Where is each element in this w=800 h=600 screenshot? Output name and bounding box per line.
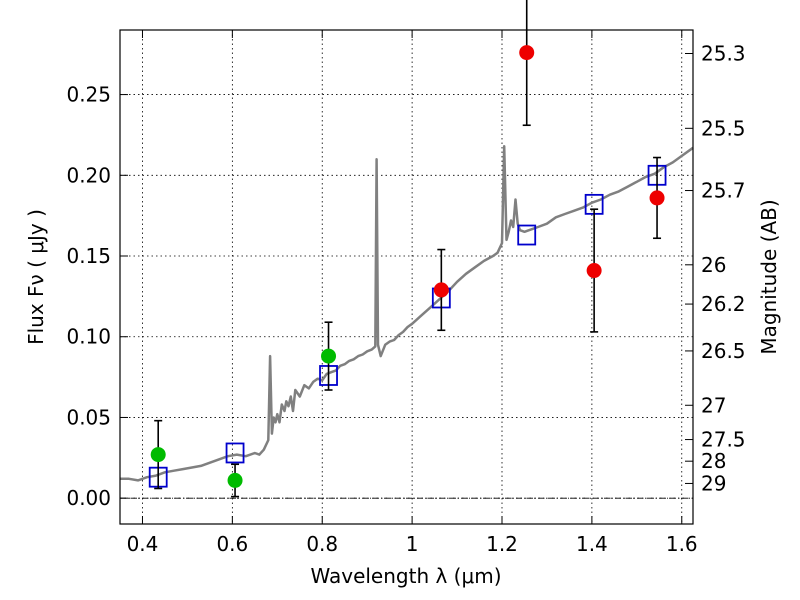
y2-tick-label: 26.2 — [701, 292, 746, 316]
x-tick-label: 1.6 — [666, 532, 698, 556]
x-axis: 0.4 0.6 0.8 1 1.2 1.4 1.6 — [127, 30, 698, 556]
observed-flux-point — [519, 45, 535, 61]
x-tick-label: 1.2 — [486, 532, 518, 556]
x-tick-label: 0.4 — [127, 532, 159, 556]
series-layer — [120, 0, 694, 498]
observed-flux-point — [649, 190, 665, 206]
observed-flux-point — [150, 447, 166, 463]
grid — [120, 30, 693, 524]
y-tick-label: 0.05 — [66, 405, 111, 429]
y-tick-label: 0.25 — [66, 83, 111, 107]
y-axis: 0.00 0.05 0.10 0.15 0.20 0.25 — [66, 83, 128, 510]
observed-flux-point — [227, 472, 243, 488]
y2-tick-label: 29 — [701, 471, 726, 495]
y-tick-label: 0.10 — [66, 325, 111, 349]
y2-tick-label: 27.5 — [701, 428, 746, 452]
observed-flux-point — [321, 348, 337, 364]
x-tick-label: 1 — [406, 532, 419, 556]
x-axis-title: Wavelength λ (μm) — [310, 564, 501, 588]
y-tick-label: 0.20 — [66, 163, 111, 187]
y2-axis-title: Magnitude (AB) — [757, 199, 781, 354]
observed-flux-point — [586, 263, 602, 279]
plot-background — [120, 30, 693, 524]
y2-tick-label: 25.5 — [701, 116, 746, 140]
model-photometry-square — [517, 224, 537, 246]
plot-frame — [119, 29, 694, 525]
y2-tick-label: 28 — [701, 449, 726, 473]
y2-tick-label: 26 — [701, 253, 726, 277]
x-tick-label: 0.8 — [306, 532, 338, 556]
y-tick-label: 0.00 — [66, 486, 111, 510]
y-tick-label: 0.15 — [66, 244, 111, 268]
x-tick-label: 0.6 — [216, 532, 248, 556]
y2-tick-label: 25.7 — [701, 179, 746, 203]
y-axis-title: Flux Fν ( μJy ) — [24, 209, 48, 345]
y2-tick-label: 25.3 — [701, 42, 746, 66]
y2-tick-label: 27 — [701, 393, 726, 417]
model-photometry-square — [225, 442, 245, 464]
x-tick-label: 1.4 — [576, 532, 608, 556]
y2-tick-label: 26.5 — [701, 339, 746, 363]
model-spectrum-line — [120, 144, 694, 482]
observed-flux-point — [433, 282, 449, 298]
